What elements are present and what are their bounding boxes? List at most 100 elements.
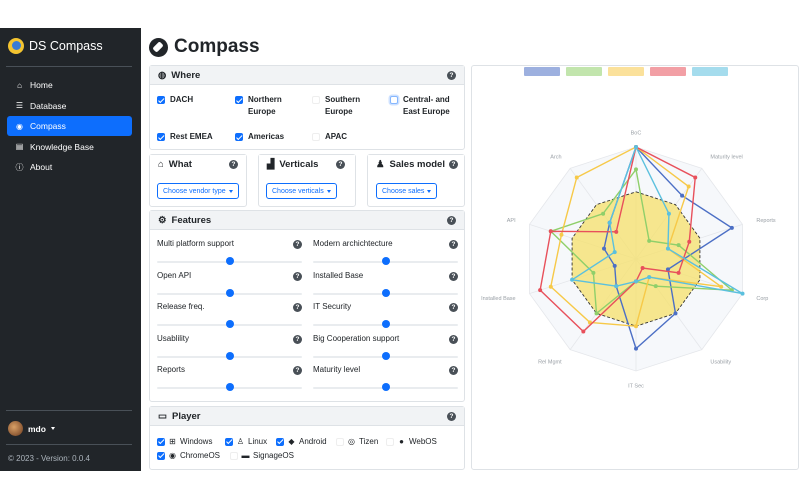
linux-icon: ♙ — [236, 437, 245, 446]
sales-dropdown[interactable]: Choose sales — [376, 183, 438, 199]
sales-title: Sales model — [389, 159, 445, 170]
feature-slider[interactable]: Maturity level? — [313, 365, 458, 395]
help-icon[interactable]: ? — [293, 303, 302, 312]
checkbox[interactable] — [157, 451, 165, 460]
checkbox[interactable] — [157, 133, 165, 141]
help-icon[interactable]: ? — [449, 334, 458, 344]
feature-slider[interactable]: Reports? — [157, 365, 302, 395]
help-icon[interactable]: ? — [293, 271, 302, 281]
series-point — [729, 225, 734, 230]
checkbox[interactable] — [157, 437, 165, 446]
dropdown-label: Choose verticals — [272, 187, 324, 195]
vendor-type-dropdown[interactable]: Choose vendor type — [157, 183, 239, 199]
what-header: ⌂ What ? — [150, 155, 246, 174]
sidebar-item-compass[interactable]: ◉ Compass — [7, 116, 132, 136]
feature-slider[interactable]: Big Cooperation support? — [313, 334, 458, 364]
checkbox[interactable] — [157, 96, 165, 104]
region-label: Americas — [248, 132, 285, 141]
sidebar-item-database[interactable]: ☰ Database — [7, 96, 132, 116]
series-point — [612, 263, 617, 268]
slider-thumb[interactable] — [381, 288, 390, 297]
player-option-signageos[interactable]: ▬ SignageOS — [230, 451, 294, 460]
user-menu[interactable]: mdo — [8, 421, 55, 436]
help-icon[interactable]: ? — [449, 303, 458, 312]
help-icon[interactable]: ? — [449, 160, 458, 169]
region-central-east-europe[interactable]: Central- and East Europe — [390, 94, 455, 118]
feature-label: Installed Base — [313, 270, 364, 280]
slider-thumb[interactable] — [225, 257, 234, 265]
info-icon: ⓘ — [15, 162, 24, 172]
help-icon[interactable]: ? — [449, 271, 458, 281]
help-icon[interactable]: ? — [293, 334, 302, 344]
region-dach[interactable]: DACH — [157, 94, 193, 106]
feature-slider[interactable]: Modern archichtecture? — [313, 239, 458, 269]
slider-thumb[interactable] — [381, 320, 390, 328]
help-icon[interactable]: ? — [336, 160, 345, 169]
checkbox[interactable] — [235, 96, 243, 104]
sidebar-item-knowledge-base[interactable]: ▤ Knowledge Base — [7, 137, 132, 157]
sidebar-item-about[interactable]: ⓘ About — [7, 157, 132, 177]
slider-thumb[interactable] — [225, 288, 234, 297]
what-card: ⌂ What ? Choose vendor type — [149, 154, 247, 207]
verticals-dropdown[interactable]: Choose verticals — [266, 183, 337, 199]
legend-swatch — [650, 67, 686, 76]
feature-slider[interactable]: IT Security? — [313, 302, 458, 332]
series-point — [634, 324, 638, 329]
legend-swatch — [692, 67, 728, 76]
help-icon[interactable]: ? — [449, 366, 458, 375]
checkbox[interactable] — [336, 437, 344, 446]
axis-label: Usability — [710, 359, 731, 365]
webos-icon: ● — [399, 437, 404, 446]
checkbox[interactable] — [225, 437, 233, 446]
checkbox[interactable] — [386, 437, 394, 446]
feature-slider[interactable]: Installed Base? — [313, 271, 458, 301]
logo-icon — [8, 38, 24, 54]
player-option-android[interactable]: ◆ Android — [276, 437, 327, 446]
checkbox[interactable] — [312, 133, 320, 141]
slider-thumb[interactable] — [381, 383, 390, 391]
sidebar-item-label: Database — [30, 100, 67, 111]
help-icon[interactable]: ? — [447, 216, 456, 225]
brand[interactable]: DS Compass — [8, 38, 103, 54]
player-option-windows[interactable]: ⊞ Windows — [157, 437, 212, 446]
player-option-webos[interactable]: ● WebOS — [386, 437, 437, 446]
avatar — [8, 421, 23, 436]
feature-slider[interactable]: Release freq.? — [157, 302, 302, 332]
feature-slider[interactable]: Open API? — [157, 271, 302, 301]
help-icon[interactable]: ? — [447, 412, 456, 421]
player-label: Android — [299, 437, 327, 446]
player-option-linux[interactable]: ♙ Linux — [225, 437, 267, 446]
player-header: ▭ Player ? — [150, 407, 464, 426]
slider-thumb[interactable] — [381, 351, 390, 360]
checkbox[interactable] — [276, 437, 284, 446]
legend-swatch — [566, 67, 602, 76]
region-apac[interactable]: APAC — [312, 131, 347, 143]
feature-slider[interactable]: Multi platform support? — [157, 239, 302, 269]
help-icon[interactable]: ? — [447, 71, 456, 80]
region-southern-europe[interactable]: Southern Europe — [312, 94, 382, 118]
player-option-chromeos[interactable]: ◉ ChromeOS — [157, 451, 220, 460]
region-northern-europe[interactable]: Northern Europe — [235, 94, 305, 118]
region-americas[interactable]: Americas — [235, 131, 284, 143]
checkbox[interactable] — [312, 96, 320, 104]
help-icon[interactable]: ? — [229, 160, 238, 169]
slider-thumb[interactable] — [225, 383, 234, 391]
help-icon[interactable]: ? — [293, 240, 302, 249]
slider-thumb[interactable] — [225, 351, 234, 360]
series-point — [680, 193, 685, 198]
region-rest-emea[interactable]: Rest EMEA — [157, 131, 213, 143]
sidebar-item-home[interactable]: ⌂ Home — [7, 75, 132, 95]
series-point — [665, 246, 670, 251]
series-point — [612, 250, 617, 255]
slider-thumb[interactable] — [381, 257, 390, 265]
checkbox[interactable] — [235, 133, 243, 141]
help-icon[interactable]: ? — [449, 240, 458, 249]
player-label: ChromeOS — [180, 451, 221, 460]
globe-icon: ◍ — [158, 69, 167, 81]
player-option-tizen[interactable]: ◎ Tizen — [336, 437, 378, 446]
help-icon[interactable]: ? — [293, 366, 302, 375]
checkbox[interactable] — [230, 451, 238, 460]
slider-thumb[interactable] — [225, 320, 234, 328]
checkbox[interactable] — [390, 96, 398, 104]
feature-slider[interactable]: Usablility? — [157, 334, 302, 364]
